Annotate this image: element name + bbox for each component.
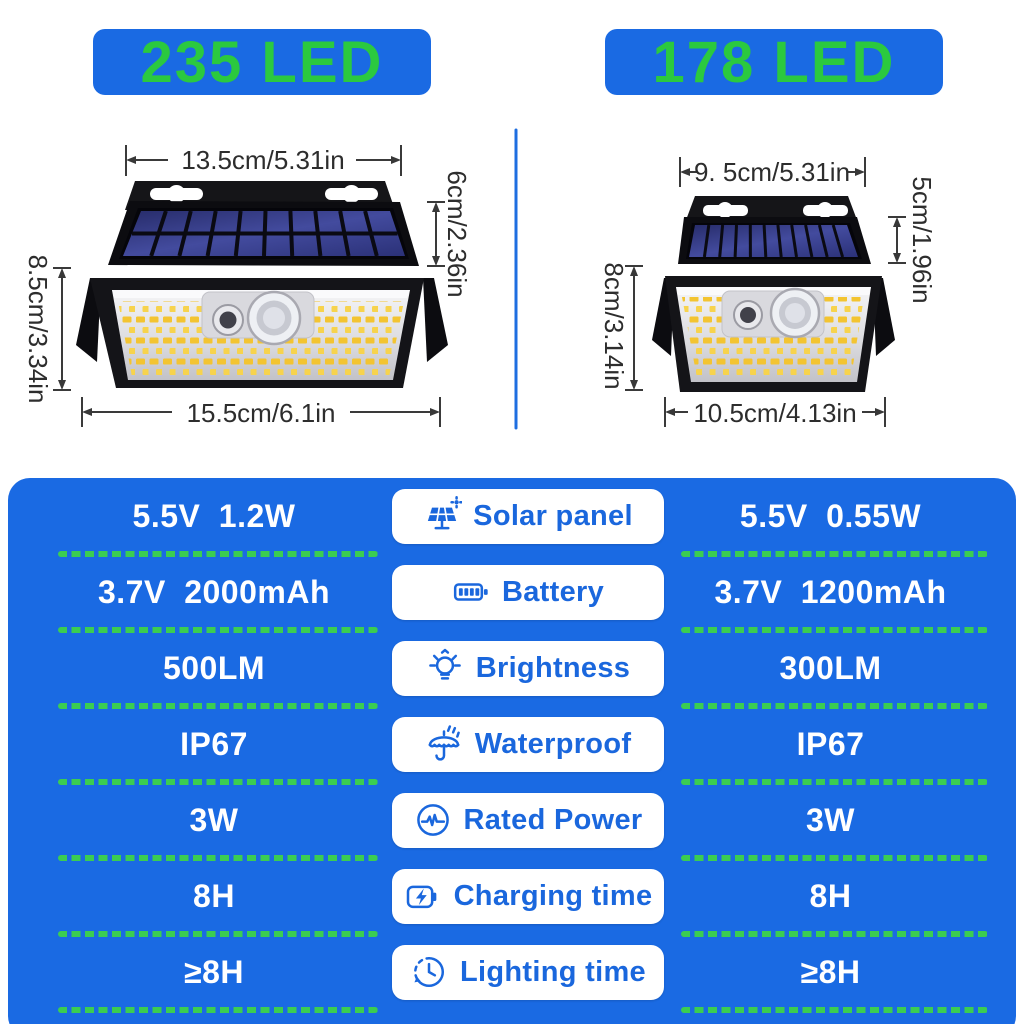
pill-label: Solar panel (473, 499, 633, 532)
waterproof-pill: Waterproof (391, 716, 664, 772)
dim-left-bottom-label: 15.5cm/6.1in (186, 398, 336, 428)
spec-row-battery: 3.7V 2000mAh Battery 3.7V 1200mAh (8, 554, 1016, 633)
spec-row-solar-panel: 5.5V 1.2W Solar panel 5.5V 0.55W (8, 478, 1016, 557)
dim-left-top-label: 13.5cm/5.31in (181, 145, 345, 175)
pill-label: Lighting time (460, 955, 646, 988)
spec-right-value: 300LM (779, 649, 882, 686)
dim-right-top-label: 9. 5cm/5.31in (693, 157, 851, 187)
product-178-illustration (652, 196, 895, 392)
motion-sensor-icons (212, 290, 302, 346)
waterproof-icon (428, 725, 460, 761)
lighting-time-pill: Lighting time (391, 944, 664, 1000)
spec-right-value: 5.5V 0.55W (739, 497, 922, 534)
spec-comparison-panel: 5.5V 1.2W Solar panel 5.5V 0.55W 3.7V 20… (8, 478, 1016, 1024)
spec-right-value: IP67 (796, 725, 865, 762)
spec-row-lighting-time: ≥8H Lighting time ≥8H (8, 934, 1016, 1013)
dim-right-height-label: 8cm/3.14in (599, 262, 629, 390)
spec-left-value: ≥8H (184, 953, 244, 990)
charging-time-pill: Charging time (391, 868, 664, 924)
spec-right-value: 8H (809, 877, 852, 914)
dim-right-depth-label: 5cm/1.96in (907, 176, 937, 304)
spec-right-value: 3.7V 1200mAh (714, 573, 947, 610)
spec-left-value: 3W (189, 801, 239, 838)
battery-pill: Battery (391, 564, 664, 620)
spec-left-value: 5.5V 1.2W (132, 497, 296, 534)
product-235-illustration (76, 181, 448, 388)
badge-235-led: 235 LED (93, 29, 431, 95)
spec-row-waterproof: IP67 Waterproof IP67 (8, 706, 1016, 785)
pill-label: Rated Power (463, 803, 643, 836)
dim-left-height-label: 8.5cm/3.34in (23, 254, 53, 404)
pill-label: Brightness (475, 651, 631, 684)
rated-power-pill: Rated Power (391, 792, 664, 848)
product-illustrations (53, 128, 906, 430)
brightness-pill: Brightness (391, 640, 664, 696)
badge-178-led: 178 LED (605, 29, 943, 95)
solar-panel-pill: Solar panel (391, 488, 664, 544)
brightness-icon (428, 648, 461, 680)
charging-time-icon (406, 885, 436, 909)
pill-label: Battery (501, 575, 605, 608)
motion-sensor-icons (733, 287, 821, 339)
spec-left-value: 500LM (162, 649, 266, 686)
battery-icon (453, 583, 488, 601)
spec-left-value: IP67 (180, 725, 248, 762)
dim-left-depth-label: 6cm/2.36in (442, 170, 472, 298)
pill-label: Waterproof (474, 727, 632, 760)
spec-right-value: 3W (806, 801, 855, 838)
spec-left-value: 3.7V 2000mAh (97, 573, 330, 610)
solar-panel-icon (428, 496, 463, 530)
spec-right-value: ≥8H (800, 953, 861, 990)
rated-power-icon (416, 804, 449, 836)
dimension-lines (53, 145, 906, 427)
pill-label: Charging time (453, 879, 653, 912)
spec-left-value: 8H (193, 877, 235, 914)
row-separator (8, 1007, 1016, 1013)
spec-row-brightness: 500LM Brightness 300LM (8, 630, 1016, 709)
spec-row-rated-power: 3W Rated Power 3W (8, 782, 1016, 861)
lighting-time-icon (414, 957, 445, 987)
dim-right-bottom-label: 10.5cm/4.13in (693, 398, 857, 428)
spec-row-charging-time: 8H Charging time 8H (8, 858, 1016, 937)
